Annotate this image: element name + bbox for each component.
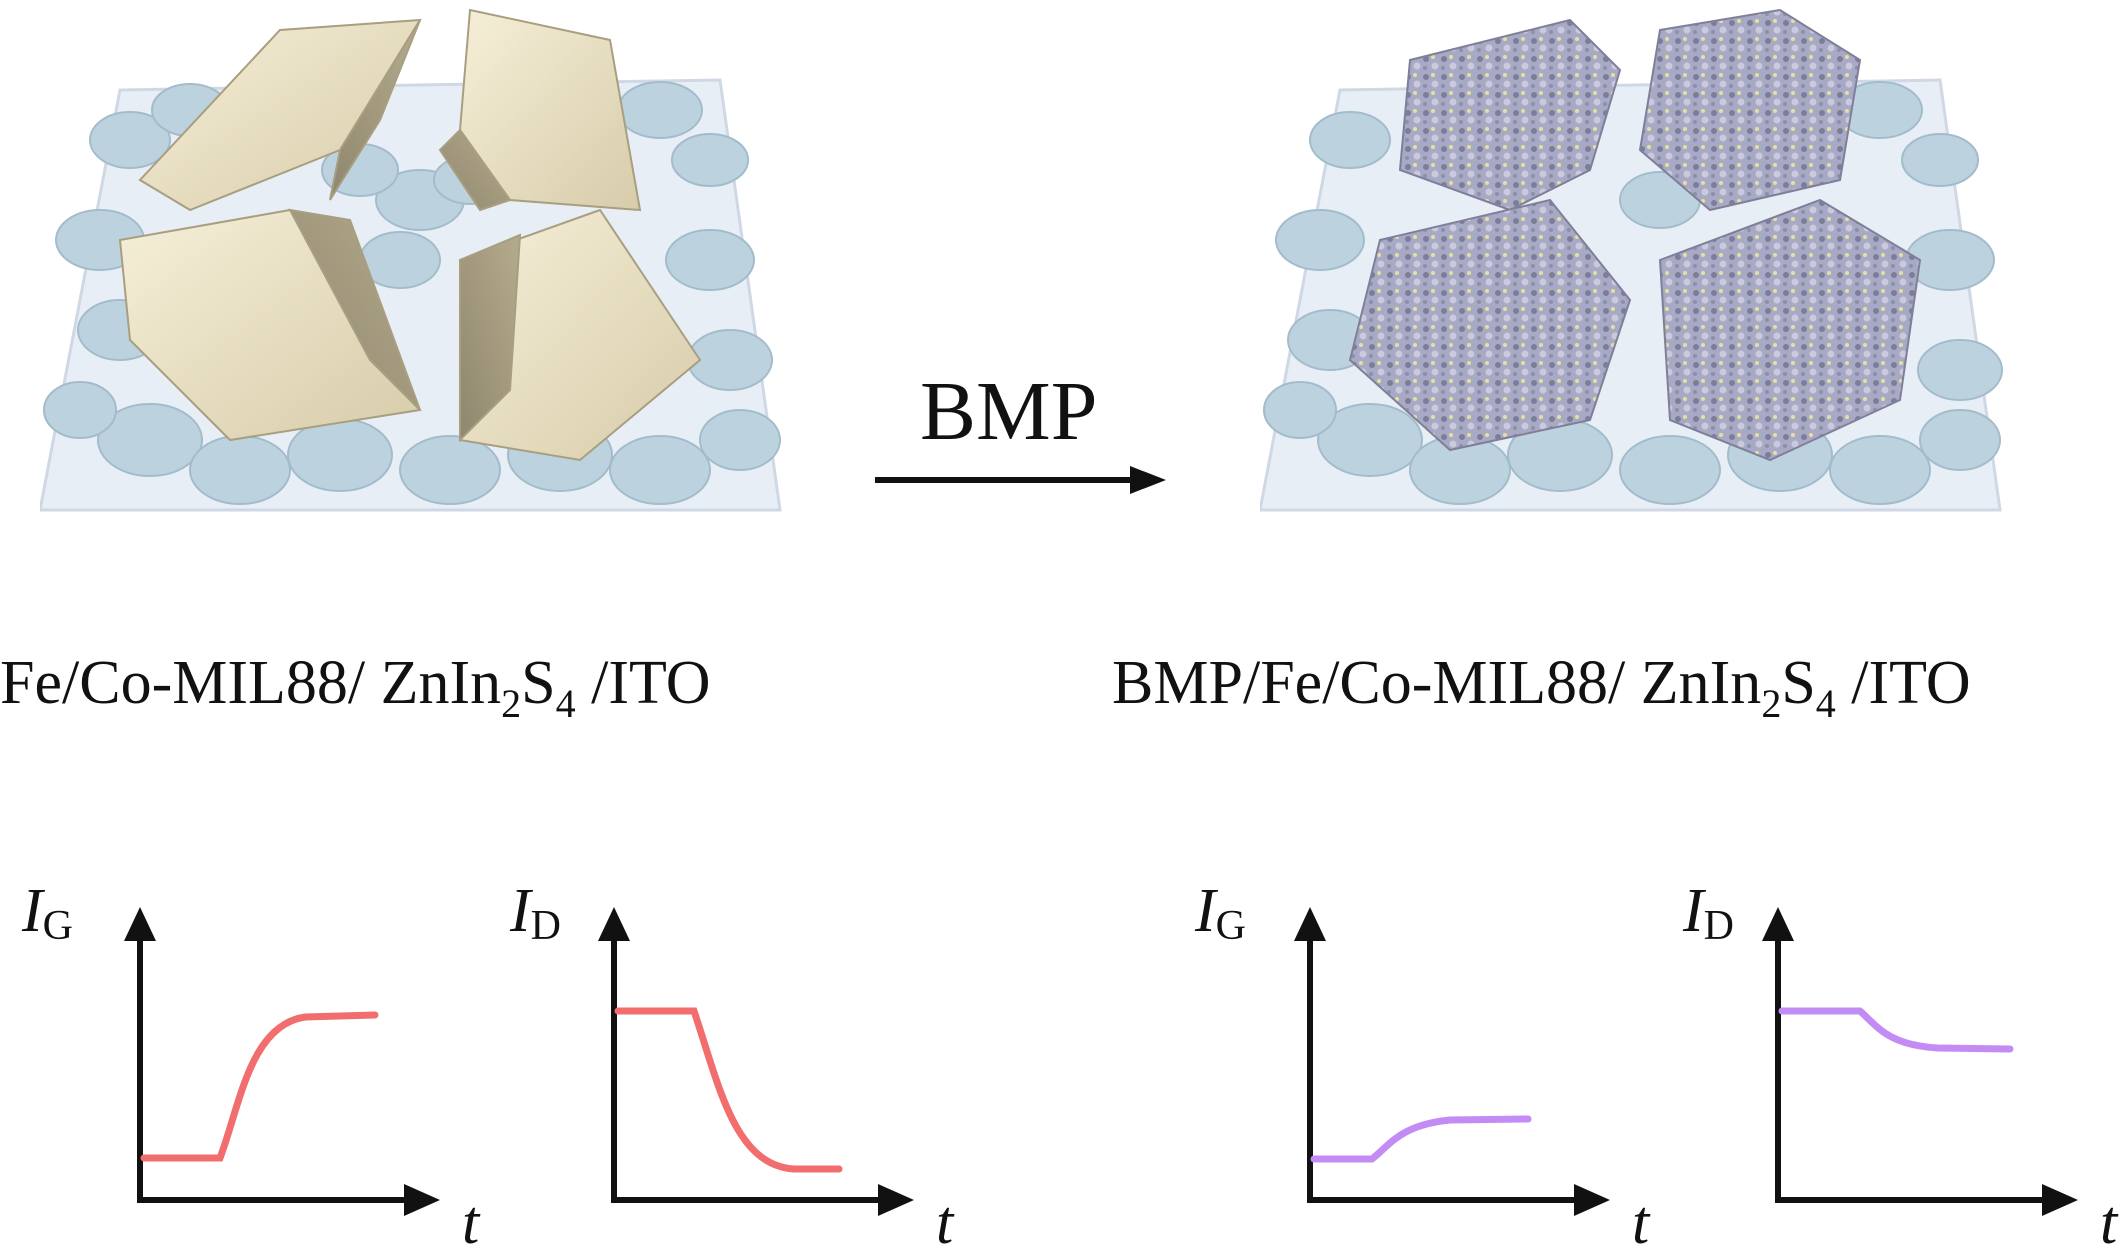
y-axis-arrow <box>1294 907 1326 941</box>
left-label-suffix: /ITO <box>575 649 711 717</box>
left-illustration <box>40 8 782 512</box>
right-label-sub2: 4 <box>1815 681 1836 726</box>
x-axis-arrow <box>1574 1184 1610 1216</box>
y-axis-arrow <box>598 907 630 941</box>
bmp-coated-crystals <box>1348 8 1922 462</box>
plot1-x-label: t <box>462 1189 480 1257</box>
mof-crystals <box>118 8 702 462</box>
arrow-label: BMP <box>920 365 1098 458</box>
right-illustration <box>1260 8 2003 512</box>
right-label-mid: S <box>1781 649 1816 717</box>
plot1-y-symbol: I <box>22 877 43 945</box>
curve-id-before <box>614 1007 843 1173</box>
plot4-y-label: ID <box>1683 880 1734 947</box>
plot3-y-symbol: I <box>1195 877 1216 945</box>
x-axis-arrow <box>2042 1184 2078 1216</box>
left-label-prefix: Fe/Co-MIL88/ ZnIn <box>0 649 502 717</box>
plot4-y-sub: D <box>1703 903 1734 949</box>
y-axis-arrow <box>1762 907 1794 941</box>
plot4-y-symbol: I <box>1683 877 1704 945</box>
x-axis-arrow <box>404 1184 440 1216</box>
y-axis-arrow <box>124 907 156 941</box>
plot1-y-label: IG <box>22 880 73 947</box>
plot2-y-sub: D <box>530 903 561 949</box>
plot1-y-sub: G <box>42 903 73 949</box>
curve-ig-before <box>140 1011 379 1162</box>
plot2-y-label: ID <box>510 880 561 947</box>
reaction-arrow <box>875 466 1166 494</box>
right-label-sub1: 2 <box>1761 681 1782 726</box>
plot2-x-label: t <box>936 1189 954 1257</box>
right-panel-label: BMP/Fe/Co-MIL88/ ZnIn2S4 /ITO <box>1112 652 1971 724</box>
plot2-y-symbol: I <box>510 877 531 945</box>
left-label-sub1: 2 <box>501 681 522 726</box>
plot4-x-label: t <box>2100 1189 2118 1257</box>
right-label-prefix: BMP/Fe/Co-MIL88/ ZnIn <box>1112 649 1762 717</box>
nanosheet-layer <box>1263 81 2003 505</box>
plot-ig-before <box>124 907 440 1216</box>
left-label-sub2: 4 <box>555 681 576 726</box>
curve-id-after <box>1778 1007 2014 1053</box>
x-axis-arrow <box>878 1184 914 1216</box>
right-label-suffix: /ITO <box>1835 649 1971 717</box>
curve-ig-after <box>1310 1115 1532 1163</box>
plot-ig-after <box>1294 907 1610 1216</box>
plot3-x-label: t <box>1632 1189 1650 1257</box>
plot3-y-label: IG <box>1195 880 1246 947</box>
left-label-mid: S <box>521 649 556 717</box>
left-panel-label: Fe/Co-MIL88/ ZnIn2S4 /ITO <box>0 652 711 724</box>
plot-id-after <box>1762 907 2078 1216</box>
plot-id-before <box>598 907 914 1216</box>
plot3-y-sub: G <box>1215 903 1246 949</box>
